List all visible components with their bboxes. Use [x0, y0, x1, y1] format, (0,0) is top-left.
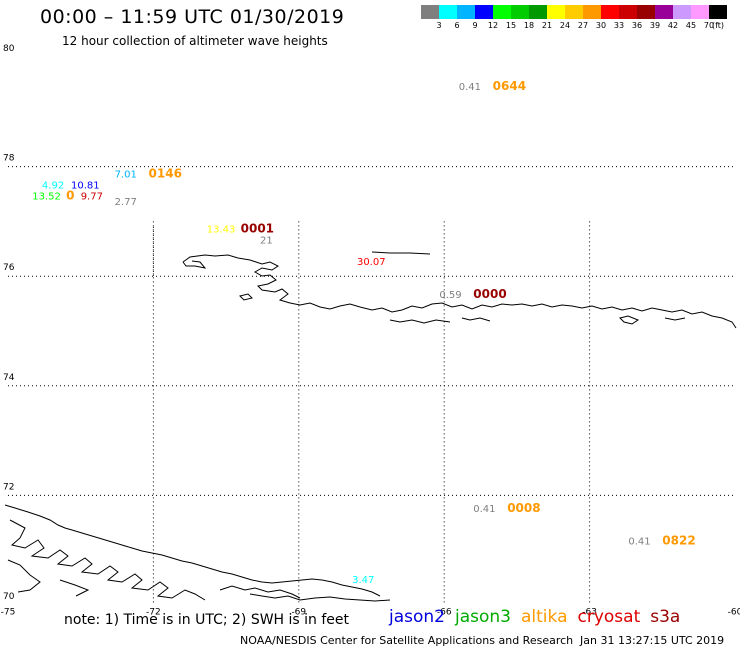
footnote: note: 1) Time is in UTC; 2) SWH is in fe… [64, 612, 350, 628]
legend-tick-label: 15 [505, 21, 517, 30]
legend-tick-label: 18 [523, 21, 535, 30]
color-legend [421, 5, 727, 19]
legend-swatch [457, 5, 475, 19]
observation-time-label: 0822 [662, 534, 695, 548]
legend-swatch [565, 5, 583, 19]
wave-height-label: 10.81 [71, 181, 100, 192]
credit-line: NOAA/NESDIS Center for Satellite Applica… [240, 634, 574, 647]
wave-height-label: 4.92 [42, 181, 64, 192]
lat-tick-label: 72 [3, 482, 14, 492]
wave-height-label: 0.59 [439, 290, 461, 301]
legend-tick-label: 33 [613, 21, 625, 30]
legend-swatch [709, 5, 727, 19]
coastline-north [182, 254, 737, 329]
legend-tick-label: 27 [577, 21, 589, 30]
satellite-name: altika [521, 607, 568, 627]
legend-tick-label: 3 [436, 21, 442, 30]
legend-tick-label: 45 [685, 21, 697, 30]
lat-tick-label: 74 [3, 373, 15, 383]
lon-tick-label: -69 [291, 608, 306, 618]
satellite-legend: jason2 jason3 altika cryosat s3a [389, 607, 680, 627]
wave-height-label: 13.43 [207, 224, 236, 235]
coastline-south [4, 504, 381, 597]
legend-swatch [547, 5, 565, 19]
satellite-name: jason3 [455, 607, 511, 627]
observation-time-label: 0008 [507, 501, 540, 515]
observation-time-label: 0001 [241, 221, 274, 235]
wave-height-label: 0.41 [459, 82, 481, 93]
satellite-name: cryosat [577, 607, 641, 627]
legend-swatch [493, 5, 511, 19]
legend-swatch [511, 5, 529, 19]
satellite-name: s3a [650, 607, 681, 627]
legend-tick-label: 30 [595, 21, 607, 30]
lat-tick-label: 76 [3, 263, 15, 273]
coastline-south-4 [249, 593, 391, 602]
legend-swatch [583, 5, 601, 19]
coastline-south-2 [9, 519, 206, 601]
lon-tick-label: -63 [582, 608, 597, 618]
lon-tick-label: -66 [437, 608, 452, 618]
graticule: -75 -72 -69 -66 -63 -60 80 78 76 74 72 70 [1, 44, 740, 618]
legend-swatch [637, 5, 655, 19]
legend-tick-label: (ft) [711, 21, 725, 30]
lon-tick-label: -75 [1, 608, 16, 618]
legend-tick-label: 21 [541, 21, 553, 30]
legend-swatch [475, 5, 493, 19]
wave-height-label: 7.01 [115, 170, 137, 181]
wave-height-label: 13.52 [32, 191, 61, 202]
legend-swatch [601, 5, 619, 19]
wave-height-label: 0.41 [473, 504, 495, 515]
legend-tick-label: 12 [487, 21, 499, 30]
wave-height-label: 0.41 [628, 537, 650, 548]
lat-tick-label: 70 [3, 592, 15, 602]
legend-swatch [439, 5, 457, 19]
coastline-north-2 [182, 260, 207, 269]
legend-tick-label: 24 [559, 21, 571, 30]
legend-swatch [619, 5, 637, 19]
coastline [4, 251, 737, 602]
legend-tick-label: 9 [472, 21, 478, 30]
coastline-north-5 [389, 319, 451, 324]
coastline-south-3 [219, 585, 301, 599]
coastline-north-7 [619, 315, 640, 325]
legend-ticks: 3 6 9 12 15 18 21 24 27 30 33 36 39 42 45 70 (ft) [421, 21, 740, 35]
lat-tick-label: 80 [3, 44, 15, 54]
coastline-north-4 [371, 251, 431, 255]
coastline-south-6 [59, 579, 90, 597]
page-subtitle: 12 hour collection of altimeter wave hei… [62, 34, 328, 48]
coastline-north-8 [664, 317, 686, 321]
lon-tick-label: -72 [146, 608, 161, 618]
lon-tick-label: -60 [728, 608, 740, 618]
coastline-north-3 [239, 293, 253, 301]
observations-layer: 0.41 0644 7.01 0146 4.92 10.81 13.52 0 9.77 2.77 1… [32, 79, 695, 586]
legend-swatch [529, 5, 547, 19]
observation-time-label: 0 [66, 188, 74, 202]
page-title: 00:00 – 11:59 UTC 01/30/2019 [40, 6, 345, 28]
legend-swatch [421, 5, 439, 19]
legend-swatch [655, 5, 673, 19]
wave-height-label: 3.47 [352, 575, 374, 586]
wave-height-label: 21 [260, 235, 273, 246]
generated-timestamp: Jan 31 13:27:15 UTC 2019 [580, 634, 725, 647]
legend-tick-label: 39 [649, 21, 661, 30]
legend-tick-label: 42 [667, 21, 679, 30]
observation-time-label: 0000 [473, 287, 506, 301]
wave-height-label: 2.77 [115, 197, 137, 208]
legend-swatch [691, 5, 709, 19]
wave-height-label: 30.07 [357, 257, 386, 268]
legend-tick-label: 36 [631, 21, 643, 30]
legend-swatch [673, 5, 691, 19]
observation-time-label: 0644 [493, 79, 526, 93]
lat-tick-label: 78 [3, 154, 15, 164]
observation-time-label: 0146 [149, 167, 182, 181]
wave-height-label: 9.77 [81, 191, 103, 202]
satellite-name: jason2 [389, 607, 445, 627]
legend-tick-label: 6 [454, 21, 460, 30]
coastline-south-5 [7, 559, 41, 593]
coastline-north-6 [461, 317, 491, 322]
legend-tick-label: 70 [703, 21, 715, 30]
